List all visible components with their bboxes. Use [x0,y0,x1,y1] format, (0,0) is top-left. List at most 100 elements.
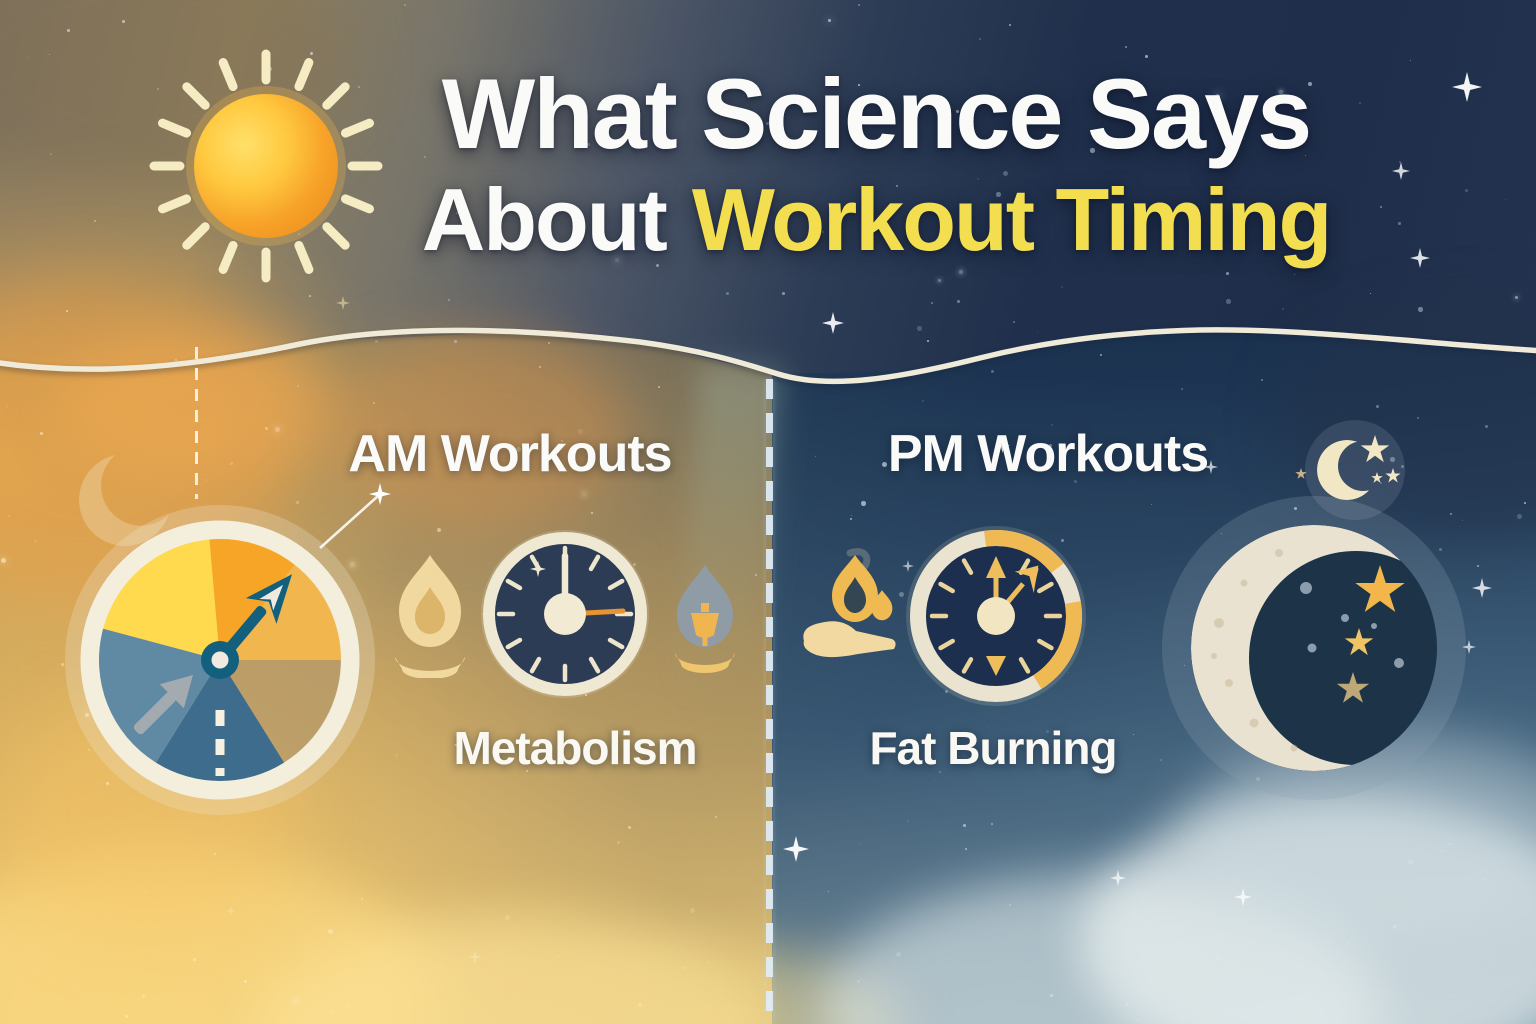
star-dot [896,185,898,187]
star-dot [454,340,457,343]
star-dot [457,735,460,738]
star-dot [40,432,43,435]
star-dot [636,210,638,212]
star-dot [424,156,426,158]
star-dot [66,310,68,312]
star-dot [707,961,710,964]
moon-stars-icon [1162,496,1466,800]
star-dot [1376,405,1379,408]
star-dot [62,831,63,832]
star-dot [122,20,125,23]
star-dot [67,29,70,32]
stopwatch-icon [906,526,1086,706]
star-dot [859,844,861,846]
star-dot [927,340,929,342]
lamp-flame-icon [675,565,735,673]
star-dot [754,224,756,226]
star-dot [578,429,584,435]
star-dot [85,713,90,718]
star-dot [1224,124,1228,128]
star-dot [516,447,522,453]
star-dot [1160,759,1163,762]
title-highlight: Workout Timing [691,169,1332,269]
star-dot [656,264,660,268]
star-dot [526,770,528,772]
star-dot [1261,379,1263,381]
crescent-moon-stars-icon [1295,420,1405,520]
star-dot [310,52,313,55]
star-dot [502,126,504,128]
star-dot [244,980,248,984]
star-dot [1049,444,1052,447]
star-dot [7,406,9,408]
star-dot [157,88,159,90]
star-dot [1226,272,1230,276]
star-dot [1181,388,1183,390]
flame-icon [395,555,465,678]
star-dot [1125,46,1127,48]
star-dot [1485,425,1488,428]
star-dot [1068,672,1070,674]
star-dot [49,54,51,56]
star-dot [1051,424,1053,426]
star-dot [935,779,937,781]
star-dot [328,929,334,935]
star-dot [882,462,888,468]
star-dot [755,574,758,577]
star-dot [963,824,966,827]
star-dot [1009,904,1012,907]
star-dot [828,891,830,893]
star-dot [1380,482,1382,484]
star-dot [557,955,561,959]
star-dot [346,1004,349,1007]
star-dot [899,592,904,597]
metabolism-label: Metabolism [453,722,697,774]
star-dot [142,995,145,998]
star-dot [587,143,590,146]
star-dot [828,19,832,23]
star-dot [1221,533,1223,535]
star-dot [448,299,450,301]
star-dot [851,515,853,517]
star-dot [404,4,406,6]
star-dot [548,342,550,344]
star-dot [922,400,924,402]
star-dot [977,178,979,180]
star-dot [617,841,620,844]
star-dot [726,292,730,296]
star-dot [1151,504,1153,506]
sun-icon [149,49,383,283]
star-dot [965,50,966,51]
star-dot [1037,331,1039,333]
star-dot [782,292,785,295]
star-dot [1061,539,1064,542]
star-dot [1439,548,1442,551]
star-dot [1360,908,1363,911]
star-dot [1370,894,1372,896]
star-dot [1256,777,1260,781]
star-dot [1398,222,1401,225]
star-dot [1126,1003,1129,1006]
star-dot [61,663,64,666]
star-dot [628,826,631,829]
star-dot [1517,514,1523,520]
star-dot [1477,565,1479,567]
star-dot [505,915,511,921]
star-dot [361,898,363,900]
star-dot [815,456,817,458]
star-dot [907,820,910,823]
star-dot [715,816,717,818]
star-dot [896,952,902,958]
sparkle-icon [226,906,236,916]
star-dot [917,326,922,331]
star-dot [996,192,1001,197]
star-dot [1418,307,1423,312]
star-dot [1462,520,1464,522]
star-dot [1137,1019,1140,1022]
star-dot [1215,94,1221,100]
star-dot [1294,274,1296,276]
star-dot [1359,102,1362,105]
page-title-line1: What Science Says [441,58,1312,169]
star-dot [1215,956,1219,960]
star-dot [959,270,963,274]
